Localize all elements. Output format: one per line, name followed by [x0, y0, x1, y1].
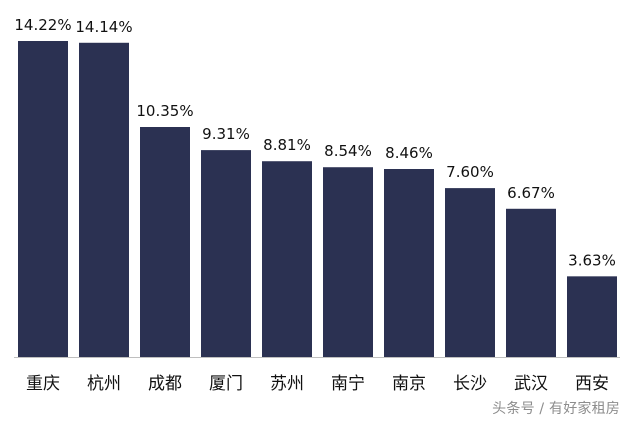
value-label-10: 3.63%: [568, 251, 616, 269]
x-tick-label-5: 苏州: [270, 374, 304, 394]
bar-5: [262, 161, 312, 357]
value-label-1: 14.22%: [14, 16, 71, 34]
value-label-4: 9.31%: [202, 125, 250, 143]
x-tick-label-7: 南京: [392, 374, 426, 394]
x-tick-label-1: 重庆: [26, 374, 60, 394]
watermark-text: 头条号 / 有好家租房: [492, 401, 620, 417]
value-label-7: 8.46%: [385, 144, 433, 162]
x-tick-label-9: 武汉: [514, 374, 548, 394]
bar-4: [201, 150, 251, 357]
value-label-9: 6.67%: [507, 184, 555, 202]
bar-8: [445, 188, 495, 357]
bar-2: [79, 42, 129, 358]
bar-1: [18, 41, 68, 357]
bar-3: [140, 127, 190, 357]
value-label-5: 8.81%: [263, 136, 311, 154]
bar-9: [506, 208, 556, 357]
x-tick-label-3: 成都: [148, 374, 182, 394]
x-tick-label-10: 西安: [575, 374, 609, 394]
value-label-8: 7.60%: [446, 163, 494, 181]
x-tick-label-8: 长沙: [453, 374, 487, 394]
bar-7: [384, 169, 434, 357]
value-label-2: 14.14%: [75, 18, 132, 36]
x-tick-label-2: 杭州: [87, 374, 121, 394]
value-label-6: 8.54%: [324, 142, 372, 160]
value-label-3: 10.35%: [136, 102, 193, 120]
x-tick-label-6: 南宁: [331, 374, 365, 394]
x-tick-label-4: 厦门: [209, 374, 243, 394]
bar-10: [567, 276, 617, 357]
bar-6: [323, 167, 373, 357]
